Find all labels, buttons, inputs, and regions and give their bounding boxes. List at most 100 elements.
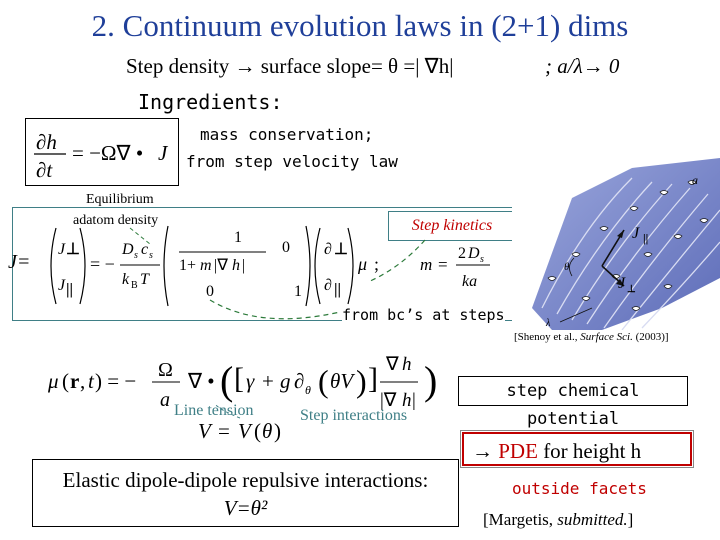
svg-text:(: (	[220, 358, 233, 403]
svg-text:∂: ∂	[294, 369, 304, 393]
svg-text:) = −: ) = −	[95, 369, 136, 393]
citation-margetis: [Margetis, submitted.]	[483, 510, 634, 529]
elastic-interaction-text: Elastic dipole-dipole repulsive interact…	[62, 468, 429, 492]
svg-text:J: J	[158, 141, 169, 165]
svg-text:= −Ω∇ •: = −Ω∇ •	[72, 141, 143, 165]
outside-facets-label: outside facets	[512, 479, 647, 498]
svg-text:T: T	[140, 271, 150, 288]
vicinal-surface-figure: J || J ⊥ θ λ a	[512, 158, 720, 330]
svg-text:]: ]	[368, 362, 378, 395]
svg-text:0: 0	[282, 239, 290, 256]
svg-text:J: J	[618, 275, 626, 292]
subtitle-aside: ; a/λ→ 0	[545, 54, 620, 78]
svg-text:(: (	[318, 363, 329, 399]
svg-text:⊥: ⊥	[627, 284, 636, 295]
step-velocity-text: from step velocity law	[186, 152, 398, 171]
flux-j-label: J=	[8, 251, 31, 273]
svg-text:g: g	[280, 369, 291, 393]
slide-title: 2. Continuum evolution laws in (2+1) dim…	[91, 8, 629, 43]
svg-text:J: J	[58, 277, 66, 294]
svg-text:⊥: ⊥	[334, 241, 348, 258]
svg-text:= −: = −	[90, 254, 115, 274]
svg-text:∂: ∂	[324, 277, 332, 294]
chemical-potential-formula: μ ( r , t ) = − Ω a ∇ • ( [ γ + g ∂ θ ( …	[47, 354, 437, 443]
svg-text:∂h: ∂h	[36, 130, 57, 154]
svg-text:1+: 1+	[179, 257, 196, 274]
svg-text:ka: ka	[462, 273, 477, 290]
svg-text:J: J	[632, 225, 640, 242]
adatom-density-label: adatom density	[73, 213, 159, 228]
svg-text:θ: θ	[262, 419, 272, 443]
svg-text:r: r	[70, 369, 79, 393]
svg-text:;: ;	[374, 254, 379, 274]
svg-text:1: 1	[294, 283, 302, 300]
step-interactions-label: Step interactions	[300, 407, 408, 424]
svg-text:+: +	[262, 369, 274, 393]
svg-text:h: h	[402, 354, 412, 375]
svg-text:c: c	[141, 241, 148, 258]
svg-text:⊥: ⊥	[66, 241, 80, 258]
svg-text:∂t: ∂t	[36, 158, 53, 182]
svg-text:0: 0	[206, 283, 214, 300]
svg-text:||: ||	[643, 231, 648, 245]
svg-text:s: s	[480, 254, 484, 265]
svg-text:∇ •: ∇ •	[187, 369, 215, 393]
svg-text:=: =	[218, 419, 230, 443]
svg-text:,: ,	[80, 369, 85, 393]
svg-text:h: h	[232, 257, 240, 274]
svg-text:1: 1	[234, 229, 242, 246]
svg-text:||: ||	[66, 281, 73, 298]
svg-text:|∇: |∇	[380, 390, 397, 411]
svg-text:∂: ∂	[324, 241, 332, 258]
svg-text:θV: θV	[330, 369, 355, 393]
svg-text:(: (	[254, 419, 261, 443]
mass-conservation-text: mass conservation;	[200, 125, 374, 144]
svg-text:θ: θ	[305, 383, 311, 397]
svg-text:[: [	[234, 362, 244, 395]
svg-text:D: D	[467, 245, 480, 262]
mass-conservation-equation: ∂h ∂t = −Ω∇ • J	[25, 118, 179, 186]
citation-shenoy: [Shenoy et al., Surface Sci. (2003)]	[514, 331, 669, 343]
figure-a-label: a	[692, 173, 698, 187]
elastic-interaction-formula: V=θ²	[223, 496, 268, 520]
svg-text:s: s	[149, 250, 153, 261]
from-bc-label: from bc’s at steps	[342, 306, 505, 324]
svg-text:B: B	[131, 280, 138, 291]
svg-text:|: |	[242, 257, 245, 274]
svg-text:D: D	[121, 241, 134, 258]
svg-text:a: a	[160, 389, 170, 411]
equilibrium-label: Equilibrium	[86, 192, 154, 207]
pde-height-box: → PDE for height h	[460, 430, 694, 468]
svg-text:k: k	[122, 271, 130, 288]
ingredients-label: Ingredients:	[138, 90, 283, 114]
svg-text:||: ||	[334, 281, 341, 298]
svg-text:): )	[356, 363, 367, 399]
figure-theta-label: θ	[564, 261, 570, 273]
svg-text:Ω: Ω	[158, 359, 173, 381]
figure-lambda-label: λ	[545, 318, 551, 329]
svg-text:=: =	[438, 255, 448, 274]
svg-text:γ: γ	[246, 369, 255, 393]
svg-text:h: h	[402, 390, 412, 411]
svg-text:μ: μ	[357, 254, 367, 274]
svg-text:V: V	[198, 419, 213, 443]
svg-text:|: |	[412, 390, 416, 411]
svg-text:(: (	[62, 369, 69, 393]
svg-text:): )	[424, 358, 437, 403]
svg-text:s: s	[134, 250, 138, 261]
svg-text:m: m	[200, 257, 212, 274]
svg-text:2: 2	[458, 245, 466, 262]
subtitle: Step density → surface slope= θ =| ∇h|	[126, 54, 454, 78]
svg-text:): )	[274, 419, 281, 443]
svg-text:m: m	[420, 255, 432, 274]
svg-text:|∇: |∇	[214, 257, 228, 274]
svg-text:μ: μ	[47, 369, 59, 393]
step-chemical-potential-label: step chemical potential	[458, 376, 688, 429]
svg-text:J: J	[58, 241, 66, 258]
elastic-interaction-box: Elastic dipole-dipole repulsive interact…	[32, 459, 459, 527]
svg-text:∇: ∇	[385, 354, 399, 375]
svg-text:V: V	[238, 419, 253, 443]
mass-conservation-formula-graphic: ∂h ∂t = −Ω∇ • J	[34, 130, 169, 182]
